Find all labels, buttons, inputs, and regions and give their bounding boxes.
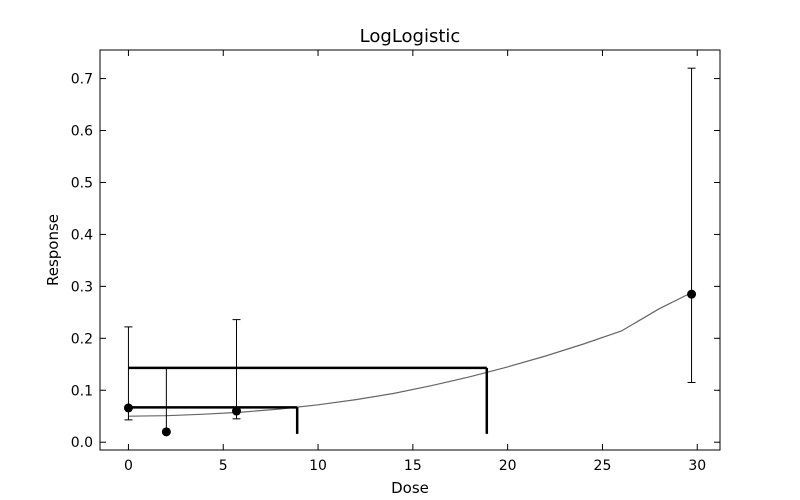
data-point-4 — [687, 289, 697, 299]
y-tick-label-3: 0.3 — [71, 279, 93, 295]
data-point-layer — [123, 289, 697, 437]
bmd-marker-layer — [128, 366, 489, 434]
y-tick-label-2: 0.2 — [71, 331, 93, 347]
tick-layer: 0 5 10 15 20 25 30 0.0 0.1 0.2 0.3 0.4 0.5 0.6 0.7 — [71, 50, 720, 474]
chart-title: LogLogistic — [360, 26, 461, 47]
x-axis-label: Dose — [391, 479, 429, 497]
data-point-1 — [123, 403, 133, 413]
x-tick-label-1: 5 — [219, 458, 228, 474]
data-point-3 — [232, 406, 242, 416]
fitted-curve-line — [128, 292, 692, 417]
y-tick-label-5: 0.5 — [71, 175, 93, 191]
error-bar-layer — [124, 67, 696, 433]
x-tick-label-2: 10 — [309, 458, 327, 474]
fitted-curve-layer — [128, 292, 692, 417]
plot-frame — [99, 49, 721, 451]
x-tick-label-3: 15 — [404, 458, 422, 474]
y-tick-label-6: 0.6 — [71, 124, 93, 140]
y-axis-label: Response — [44, 214, 62, 286]
x-tick-label-0: 0 — [124, 458, 133, 474]
x-tick-label-4: 20 — [499, 458, 517, 474]
y-tick-label-0: 0.0 — [71, 435, 93, 451]
data-point-2 — [161, 427, 171, 437]
y-tick-label-4: 0.4 — [71, 227, 93, 243]
x-tick-label-5: 25 — [594, 458, 612, 474]
x-tick-label-6: 30 — [688, 458, 706, 474]
y-tick-label-1: 0.1 — [71, 383, 93, 399]
y-tick-label-7: 0.7 — [71, 72, 93, 88]
